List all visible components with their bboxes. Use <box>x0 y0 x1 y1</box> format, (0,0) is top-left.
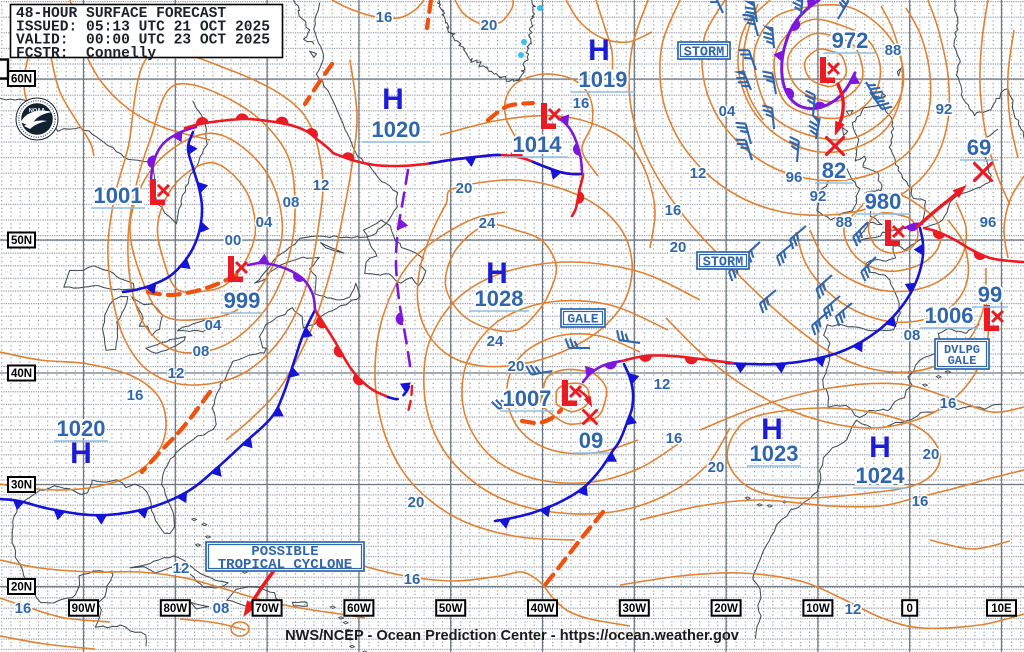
svg-text:00: 00 <box>225 232 242 249</box>
svg-text:GALE: GALE <box>948 354 977 368</box>
svg-text:96: 96 <box>980 214 997 231</box>
svg-text:1006: 1006 <box>925 303 974 328</box>
svg-text:92: 92 <box>810 188 827 205</box>
svg-text:16: 16 <box>912 493 929 510</box>
svg-text:20: 20 <box>408 494 425 511</box>
svg-text:16: 16 <box>665 202 682 219</box>
svg-text:20: 20 <box>923 446 940 463</box>
svg-text:50W: 50W <box>439 603 463 615</box>
svg-text:H: H <box>761 413 783 446</box>
svg-text:88: 88 <box>885 42 902 59</box>
svg-text:NWS/NCEP - Ocean Prediction Ce: NWS/NCEP - Ocean Prediction Center - htt… <box>285 628 740 644</box>
svg-text:12: 12 <box>168 365 185 382</box>
svg-text:40N: 40N <box>11 368 32 380</box>
svg-text:12: 12 <box>313 177 330 194</box>
svg-text:999: 999 <box>224 288 261 313</box>
svg-text:12: 12 <box>845 601 862 618</box>
svg-text:12: 12 <box>654 376 671 393</box>
svg-text:20: 20 <box>670 239 687 256</box>
svg-text:20: 20 <box>456 180 473 197</box>
svg-text:POSSIBLE: POSSIBLE <box>251 544 318 560</box>
svg-text:1020: 1020 <box>57 416 106 441</box>
svg-text:69: 69 <box>967 135 991 160</box>
svg-text:30W: 30W <box>622 603 646 615</box>
svg-text:20N: 20N <box>11 582 32 594</box>
svg-text:80W: 80W <box>163 603 187 615</box>
svg-text:12: 12 <box>690 165 707 182</box>
svg-text:20: 20 <box>481 17 498 34</box>
svg-text:08: 08 <box>904 327 921 344</box>
svg-text:1007: 1007 <box>503 386 552 411</box>
svg-text:1001: 1001 <box>94 183 143 208</box>
svg-text:12: 12 <box>173 560 190 577</box>
svg-text:70W: 70W <box>255 603 279 615</box>
svg-text:16: 16 <box>573 95 590 112</box>
svg-text:1014: 1014 <box>513 132 563 157</box>
svg-text:16: 16 <box>127 387 144 404</box>
svg-text:10W: 10W <box>806 603 830 615</box>
svg-text:60W: 60W <box>347 603 371 615</box>
svg-text:08: 08 <box>283 194 300 211</box>
svg-text:16: 16 <box>666 430 683 447</box>
svg-text:1028: 1028 <box>475 286 524 311</box>
svg-text:08: 08 <box>193 343 210 360</box>
svg-text:1024: 1024 <box>856 463 906 488</box>
svg-text:99: 99 <box>978 282 1002 307</box>
svg-text:16: 16 <box>940 395 957 412</box>
svg-text:0: 0 <box>906 603 912 615</box>
svg-text:DVLPG: DVLPG <box>944 343 980 357</box>
svg-text:50N: 50N <box>11 235 32 247</box>
svg-text:1023: 1023 <box>750 441 799 466</box>
svg-text:92: 92 <box>936 101 953 118</box>
svg-text:24: 24 <box>487 333 504 350</box>
svg-text:1019: 1019 <box>579 67 628 92</box>
svg-text:STORM: STORM <box>703 255 744 270</box>
svg-text:VALID: 00:00 UTC 23 OCT 2025: VALID: 00:00 UTC 23 OCT 2025 <box>16 33 270 49</box>
svg-text:GALE: GALE <box>567 312 598 327</box>
svg-text:16: 16 <box>404 571 421 588</box>
svg-text:H: H <box>382 83 404 116</box>
svg-text:10E: 10E <box>991 603 1012 615</box>
svg-text:20: 20 <box>508 358 525 375</box>
svg-text:16: 16 <box>15 600 32 617</box>
svg-text:04: 04 <box>205 317 222 334</box>
svg-text:60N: 60N <box>11 74 32 86</box>
svg-text:82: 82 <box>822 158 846 183</box>
svg-text:20: 20 <box>708 459 725 476</box>
svg-text:FCSTR: Connelly: FCSTR: Connelly <box>16 46 156 62</box>
svg-text:980: 980 <box>865 189 902 214</box>
svg-text:30N: 30N <box>11 480 32 492</box>
svg-text:24: 24 <box>479 215 496 232</box>
svg-text:NOAA: NOAA <box>29 108 45 114</box>
svg-text:04: 04 <box>719 103 736 120</box>
svg-text:16: 16 <box>376 9 393 26</box>
svg-text:H: H <box>70 437 92 470</box>
svg-text:20W: 20W <box>714 603 738 615</box>
svg-text:90W: 90W <box>72 603 96 615</box>
svg-text:H: H <box>588 34 610 67</box>
svg-text:STORM: STORM <box>684 45 725 60</box>
svg-text:88: 88 <box>836 214 853 231</box>
svg-text:04: 04 <box>256 214 273 231</box>
svg-text:40W: 40W <box>531 603 555 615</box>
svg-text:1020: 1020 <box>372 117 421 142</box>
svg-text:972: 972 <box>832 28 869 53</box>
svg-text:H: H <box>869 431 891 464</box>
svg-text:96: 96 <box>786 169 803 186</box>
svg-text:TROPICAL CYCLONE: TROPICAL CYCLONE <box>218 557 352 573</box>
svg-text:09: 09 <box>579 428 603 453</box>
svg-text:08: 08 <box>213 600 230 617</box>
svg-text:48-HOUR SURFACE FORECAST: 48-HOUR SURFACE FORECAST <box>16 6 226 22</box>
svg-text:ISSUED: 05:13 UTC 21 OCT 2025: ISSUED: 05:13 UTC 21 OCT 2025 <box>16 19 270 35</box>
svg-text:H: H <box>486 257 508 290</box>
